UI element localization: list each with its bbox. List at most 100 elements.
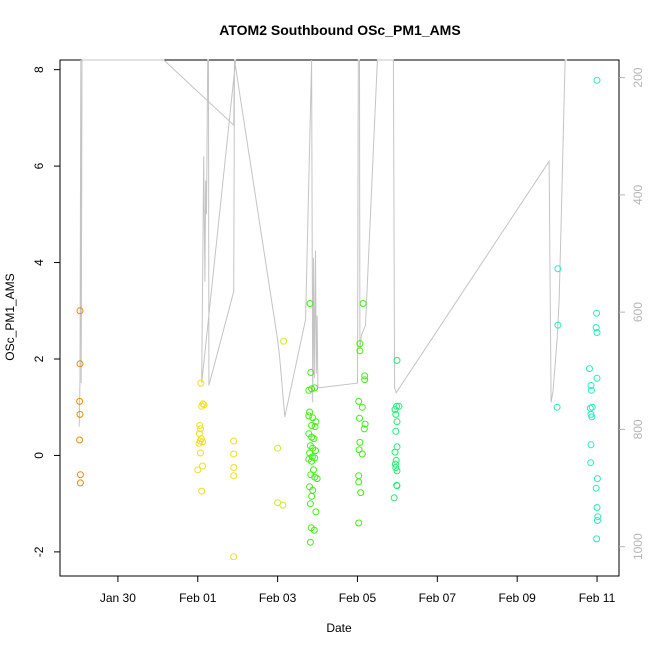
data-point xyxy=(194,466,202,474)
data-point xyxy=(197,379,205,387)
data-point xyxy=(355,519,363,527)
y-axis: -2 0 2 4 6 8 xyxy=(32,66,60,557)
data-point xyxy=(356,340,364,348)
x-tick-label: Feb 07 xyxy=(419,591,457,605)
data-point xyxy=(586,365,593,373)
data-point xyxy=(392,456,400,464)
x-tick-label: Feb 11 xyxy=(579,591,616,605)
data-point xyxy=(306,442,314,450)
data-point xyxy=(306,500,314,508)
data-point xyxy=(76,471,84,479)
y-tick-label: 6 xyxy=(32,162,46,169)
x-axis-label: Date xyxy=(326,621,352,635)
right-tick-label: 800 xyxy=(631,419,645,439)
right-tick-label: 200 xyxy=(631,67,645,87)
data-point xyxy=(313,475,321,483)
data-point xyxy=(593,76,601,84)
data-point xyxy=(593,517,601,524)
y-tick-label: -2 xyxy=(32,546,46,557)
data-point xyxy=(76,410,84,418)
data-point xyxy=(355,472,363,480)
data-point xyxy=(593,329,601,336)
data-point xyxy=(355,397,363,405)
data-point xyxy=(361,372,369,380)
points-layer xyxy=(76,76,602,561)
data-point xyxy=(76,436,84,444)
data-point xyxy=(306,408,314,416)
data-point xyxy=(312,447,319,455)
data-point xyxy=(195,439,203,447)
data-point xyxy=(356,438,364,446)
data-point xyxy=(230,464,238,471)
data-point xyxy=(358,403,366,411)
data-point xyxy=(593,535,601,543)
plot-frame xyxy=(59,59,620,577)
right-tick-label: 600 xyxy=(631,302,645,322)
data-point xyxy=(198,487,206,495)
data-point xyxy=(593,475,601,483)
data-point xyxy=(587,459,595,467)
data-point xyxy=(311,423,319,430)
x-tick-label: Feb 09 xyxy=(499,591,537,605)
data-point xyxy=(594,513,602,521)
data-point xyxy=(307,369,315,376)
data-point xyxy=(391,460,399,468)
data-point xyxy=(312,418,320,426)
data-point xyxy=(312,508,320,516)
x-tick-label: Feb 03 xyxy=(259,591,297,605)
data-point xyxy=(361,420,369,428)
data-point xyxy=(310,435,318,443)
data-point xyxy=(553,403,561,411)
x-tick-label: Feb 05 xyxy=(339,591,377,605)
data-point xyxy=(355,478,363,486)
y-tick-label: 0 xyxy=(32,452,46,459)
right-tick-label: 1000 xyxy=(631,533,645,560)
data-point xyxy=(197,425,204,433)
right-axis: 200 400 600 800 1000 xyxy=(619,67,645,560)
data-point xyxy=(391,448,399,456)
right-tick-label: 400 xyxy=(631,185,645,205)
data-point xyxy=(196,422,204,429)
data-point xyxy=(197,449,204,457)
data-point xyxy=(393,467,401,475)
data-point xyxy=(230,437,238,445)
data-point xyxy=(593,504,601,511)
chart-title: ATOM2 Southbound OSc_PM1_AMS xyxy=(219,22,460,38)
x-tick-label: Jan 30 xyxy=(100,591,136,605)
data-point xyxy=(359,300,367,307)
grey-trace-line xyxy=(78,59,568,427)
data-point xyxy=(274,444,282,452)
data-point xyxy=(393,356,401,364)
x-tick-label: Feb 01 xyxy=(179,591,217,605)
data-point xyxy=(587,441,595,449)
data-point xyxy=(76,479,84,487)
data-point xyxy=(199,438,206,446)
data-point xyxy=(588,413,596,421)
data-point xyxy=(280,337,288,345)
data-point xyxy=(358,450,366,458)
data-point xyxy=(391,406,399,414)
data-point xyxy=(355,446,363,454)
data-point xyxy=(311,384,319,392)
data-point xyxy=(360,425,368,433)
data-point xyxy=(390,494,398,502)
grey-trace-layer xyxy=(78,59,568,427)
y-axis-label: OSc_PM1_AMS xyxy=(3,273,17,360)
data-point xyxy=(230,472,238,480)
data-point xyxy=(306,300,314,307)
data-point xyxy=(308,457,316,465)
data-point xyxy=(76,397,84,405)
data-point xyxy=(308,492,316,500)
data-point xyxy=(592,324,600,332)
data-point xyxy=(306,538,314,546)
data-point xyxy=(198,402,206,410)
data-point xyxy=(554,265,562,273)
data-point xyxy=(308,422,316,429)
y-tick-label: 2 xyxy=(32,355,46,362)
data-point xyxy=(76,360,84,368)
data-point xyxy=(199,462,206,470)
data-point xyxy=(392,427,400,435)
data-point xyxy=(392,410,400,418)
data-point xyxy=(310,526,318,534)
